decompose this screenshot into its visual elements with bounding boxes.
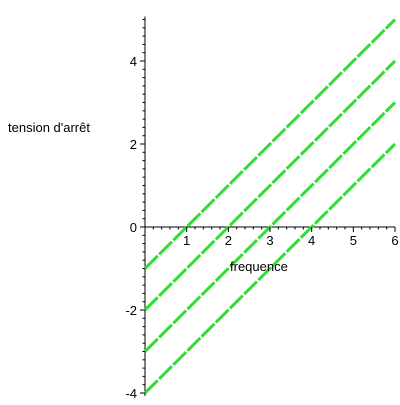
- y-tick-label: 4: [130, 54, 137, 69]
- x-tick-label: 4: [308, 233, 315, 248]
- x-tick-label: 1: [183, 233, 190, 248]
- y-tick-label: -2: [125, 303, 137, 318]
- x-tick-label: 3: [266, 233, 273, 248]
- y-tick-label: 2: [130, 137, 137, 152]
- x-tick-label: 6: [391, 233, 398, 248]
- series-group: [143, 18, 397, 395]
- series-line-1: [143, 18, 397, 270]
- x-tick-label: 5: [350, 233, 357, 248]
- series-line-2: [143, 59, 397, 312]
- ticks-group: 1 2 3 4 5 6 -4 -2 0 2 4: [125, 19, 399, 401]
- x-axis-label: frequence: [230, 259, 288, 274]
- y-tick-label: -4: [125, 386, 137, 401]
- axes: [144, 16, 395, 396]
- y-axis-label: tension d'arrêt: [8, 120, 90, 135]
- series-line-4: [143, 142, 397, 395]
- x-tick-label: 2: [225, 233, 232, 248]
- y-tick-label: 0: [130, 220, 137, 235]
